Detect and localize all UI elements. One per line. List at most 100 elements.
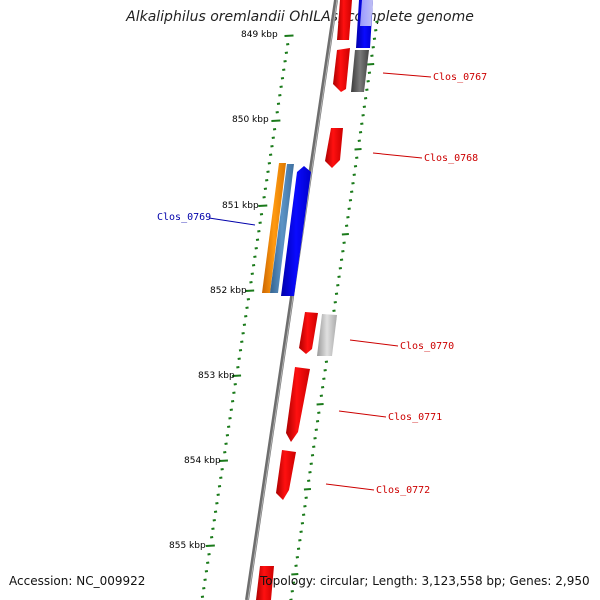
minor-tick <box>301 513 306 516</box>
map-title: Alkaliphilus oremlandii OhILAs, complete… <box>126 9 474 25</box>
minor-tick <box>283 60 287 63</box>
minor-tick <box>346 216 350 219</box>
minor-tick <box>357 139 361 142</box>
minor-tick <box>296 547 301 550</box>
major-tick <box>291 573 299 576</box>
minor-tick <box>204 570 209 573</box>
minor-tick <box>314 428 318 431</box>
minor-tick <box>268 153 273 156</box>
minor-tick <box>291 581 296 584</box>
minor-tick <box>342 241 346 244</box>
minor-tick <box>309 462 313 465</box>
minor-tick <box>365 88 369 91</box>
gene-label-clos-0767: Clos_0767 <box>433 72 487 83</box>
minor-tick <box>271 136 275 139</box>
minor-tick <box>347 207 351 210</box>
minor-tick <box>246 298 251 301</box>
minor-tick <box>284 51 289 54</box>
gene-label-clos-0772: Clos_0772 <box>376 485 430 496</box>
gene-label-clos-0768: Clos_0768 <box>424 153 478 164</box>
minor-tick <box>322 377 326 380</box>
gene-labels: Clos_0767 Clos_0768 Clos_0769 Clos_0770 … <box>157 72 487 496</box>
minor-tick <box>341 250 345 253</box>
minor-tick <box>200 595 205 598</box>
major-tick <box>271 119 281 122</box>
minor-tick <box>363 97 368 100</box>
minor-tick <box>299 530 303 533</box>
minor-tick <box>266 170 270 173</box>
minor-tick <box>304 496 308 499</box>
minor-tick <box>310 454 315 457</box>
minor-tick <box>212 519 216 522</box>
minor-tick <box>203 578 207 581</box>
minor-tick <box>245 306 249 309</box>
feature-clos-0767[interactable] <box>333 48 350 92</box>
accession-text: Accession: NC_009922 <box>9 574 146 588</box>
minor-tick <box>220 468 224 471</box>
minor-tick <box>290 590 294 593</box>
minor-tick <box>336 284 340 287</box>
minor-tick <box>307 479 311 482</box>
scale-label: 849 kbp <box>241 30 278 40</box>
major-tick <box>258 204 268 207</box>
feature-steel[interactable] <box>270 164 294 293</box>
feature-clos-0768[interactable] <box>325 128 343 168</box>
minor-tick <box>344 224 349 227</box>
minor-tick <box>254 247 258 250</box>
minor-tick <box>258 221 262 224</box>
minor-tick <box>312 445 316 448</box>
scale-ticks-right <box>289 20 379 600</box>
major-tick <box>284 34 294 37</box>
minor-tick <box>206 561 210 564</box>
minor-tick <box>333 301 337 304</box>
minor-tick <box>355 156 359 159</box>
minor-tick <box>298 539 302 542</box>
minor-tick <box>303 505 307 508</box>
scale-label: 852 kbp <box>210 286 247 296</box>
minor-tick <box>338 267 342 270</box>
minor-tick <box>225 434 230 437</box>
minor-tick <box>255 238 260 241</box>
minor-tick <box>294 564 298 567</box>
minor-tick <box>320 386 325 389</box>
feature-clos-0770[interactable] <box>299 312 318 354</box>
minor-tick <box>217 485 222 488</box>
minor-tick <box>332 309 336 312</box>
minor-tick <box>352 173 356 176</box>
gene-label-clos-0770: Clos_0770 <box>400 341 454 352</box>
minor-tick <box>324 360 329 363</box>
genome-backbone <box>245 0 338 600</box>
minor-tick <box>227 425 231 428</box>
feature-orange[interactable] <box>262 163 286 293</box>
minor-tick <box>240 340 244 343</box>
major-tick <box>354 148 362 151</box>
minor-tick <box>211 527 215 530</box>
feature-gray-0767[interactable] <box>351 50 369 92</box>
minor-tick <box>315 420 320 423</box>
major-tick <box>303 488 312 491</box>
scale-label: 853 kbp <box>198 371 235 381</box>
minor-tick <box>250 272 254 275</box>
minor-tick <box>267 162 271 165</box>
minor-tick <box>350 190 354 193</box>
gene-label-clos-0769: Clos_0769 <box>157 212 211 223</box>
scale-label: 855 kbp <box>169 541 206 551</box>
feature-clos-0771[interactable] <box>286 367 310 442</box>
minor-tick <box>228 417 232 420</box>
minor-tick <box>374 29 378 32</box>
minor-tick <box>238 349 243 352</box>
minor-tick <box>362 105 367 108</box>
feature-top-blue[interactable] <box>356 0 373 48</box>
minor-tick <box>251 264 256 267</box>
feature-lightgray-0770[interactable] <box>317 314 337 356</box>
feature-clos-0769[interactable] <box>281 166 311 296</box>
gene-leaders <box>208 72 432 491</box>
minor-tick <box>313 437 317 440</box>
minor-tick <box>278 94 282 97</box>
feature-bottom-red[interactable] <box>256 566 274 600</box>
minor-tick <box>372 37 377 40</box>
feature-clos-0772[interactable] <box>276 450 296 500</box>
feature-top-red[interactable] <box>337 0 352 40</box>
minor-tick <box>207 553 211 556</box>
